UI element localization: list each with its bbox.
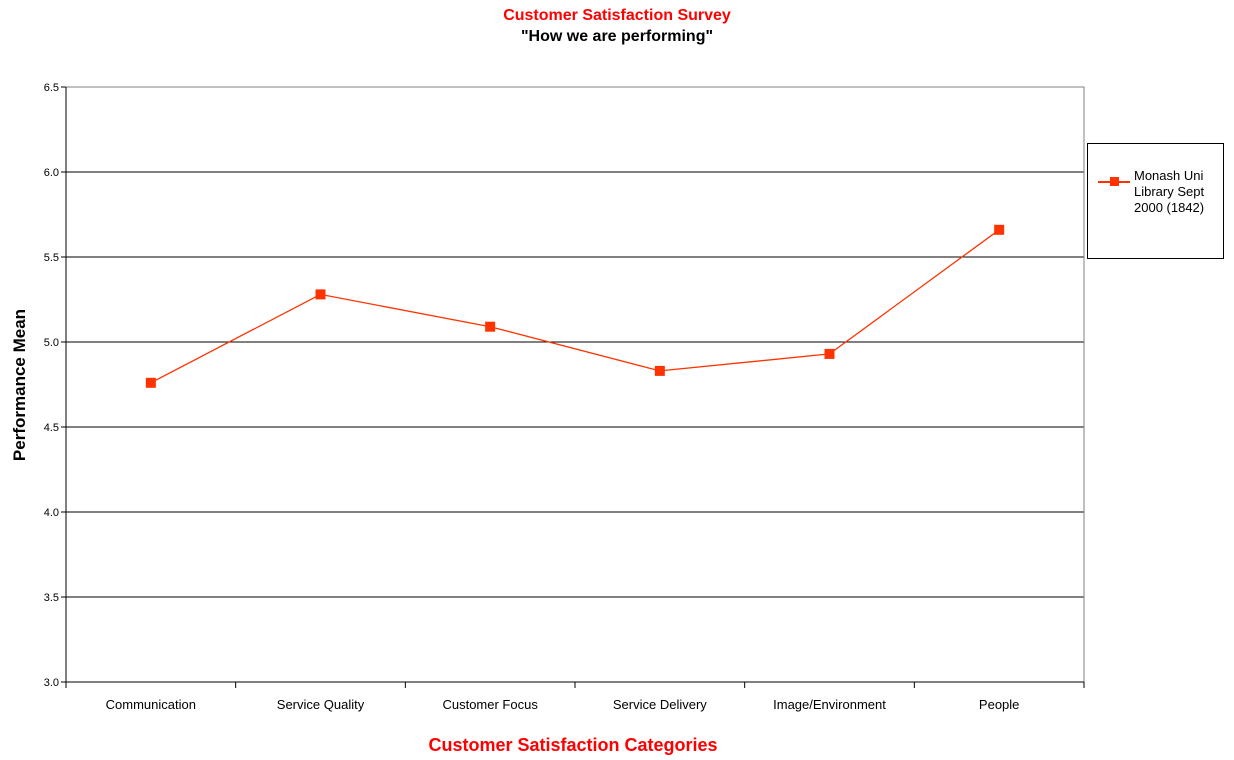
legend-swatch: [1098, 177, 1130, 187]
x-tick-label: Service Delivery: [613, 697, 707, 712]
x-tick-label: Service Quality: [277, 697, 365, 712]
x-tick-label: People: [979, 697, 1019, 712]
x-tick-label: Communication: [106, 697, 196, 712]
data-point: [824, 348, 835, 359]
y-tick-label: 5.5: [44, 252, 59, 264]
legend: Monash Uni Library Sept 2000 (1842): [1087, 143, 1224, 259]
legend-marker: [1110, 177, 1119, 186]
plot-frame: [65, 86, 1085, 683]
data-point: [485, 321, 496, 332]
y-tick-label: 6.0: [44, 167, 59, 179]
chart-subtitle: "How we are performing": [520, 28, 714, 45]
x-tick-label: Customer Focus: [442, 697, 538, 712]
data-point: [994, 224, 1005, 235]
x-tick-label: Image/Environment: [773, 697, 886, 712]
y-tick-label: 3.0: [44, 677, 59, 689]
data-point: [315, 289, 326, 300]
y-tick-label: 6.5: [44, 82, 59, 94]
y-tick-label: 4.0: [44, 507, 59, 519]
x-axis-label: Customer Satisfaction Categories: [428, 735, 718, 755]
y-tick-label: 3.5: [44, 592, 59, 604]
series-line: [150, 229, 1000, 384]
y-tick-label: 4.5: [44, 422, 59, 434]
y-tick-label: 5.0: [44, 337, 59, 349]
legend-entry-label: Monash Uni Library Sept 2000 (1842): [1134, 168, 1205, 215]
data-point: [654, 365, 665, 376]
chart-title: Customer Satisfaction Survey: [503, 7, 731, 24]
y-axis-label: Performance Mean: [10, 308, 29, 462]
data-point: [145, 377, 156, 388]
